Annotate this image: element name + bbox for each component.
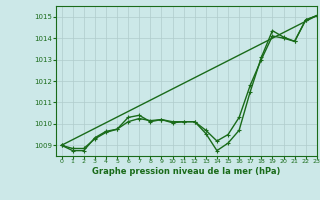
X-axis label: Graphe pression niveau de la mer (hPa): Graphe pression niveau de la mer (hPa) [92,167,281,176]
